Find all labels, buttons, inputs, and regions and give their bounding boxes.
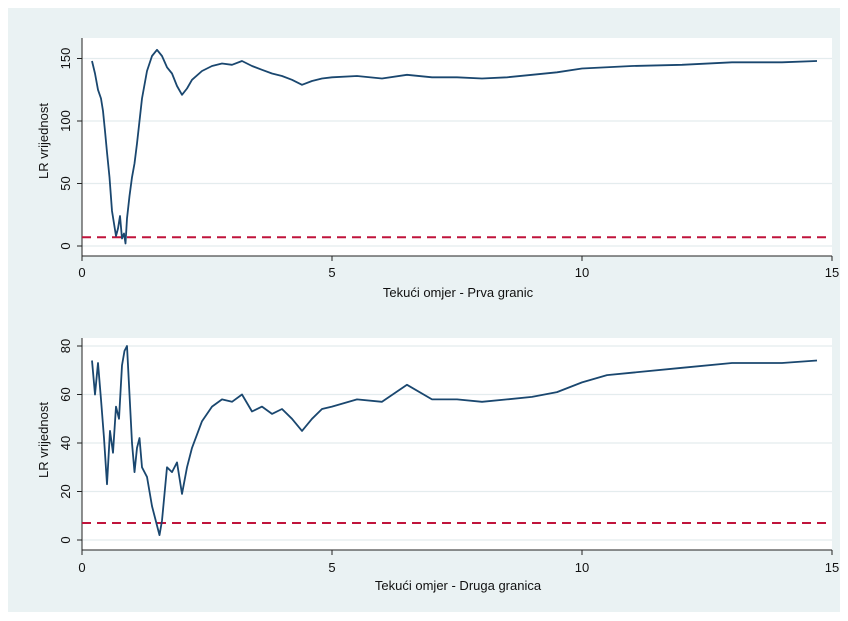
x-tick-label: 10 (575, 560, 589, 575)
y-axis-label-top: LR vrijednost (36, 103, 51, 179)
y-axis-label-bottom: LR vrijednost (36, 402, 51, 478)
y-tick-label: 0 (58, 536, 73, 543)
y-tick-label: 60 (58, 387, 73, 401)
x-tick-label: 15 (825, 560, 839, 575)
y-tick-label: 50 (58, 176, 73, 190)
x-tick-label: 0 (78, 560, 85, 575)
x-tick-label: 10 (575, 265, 589, 280)
x-axis-label-top: Tekući omjer - Prva granic (383, 285, 534, 300)
x-axis-label-bottom: Tekući omjer - Druga granica (375, 578, 542, 593)
y-tick-label: 80 (58, 339, 73, 353)
y-tick-label: 100 (58, 110, 73, 132)
x-tick-label: 15 (825, 265, 839, 280)
y-tick-label: 40 (58, 436, 73, 450)
x-tick-label: 0 (78, 265, 85, 280)
y-tick-label: 150 (58, 48, 73, 70)
x-tick-label: 5 (328, 560, 335, 575)
y-tick-label: 0 (58, 242, 73, 249)
x-tick-label: 5 (328, 265, 335, 280)
plot-layer-0: 0 50 100 150 0 5 10 15 (58, 38, 839, 280)
series-line-0 (91, 345, 818, 536)
chart-top: 0 50 100 150 0 5 10 15 LR vrijednost Tekući omj… (36, 38, 839, 300)
chart-bottom: 0 20 40 60 80 0 5 10 15 LR vrijednost Tekući omj… (36, 338, 839, 593)
plot-region (82, 38, 832, 256)
plot-layer-1: 0 20 40 60 80 0 5 10 15 (58, 338, 839, 575)
plot-region (82, 338, 832, 550)
series-line-0 (91, 48, 818, 245)
y-tick-label: 20 (58, 484, 73, 498)
